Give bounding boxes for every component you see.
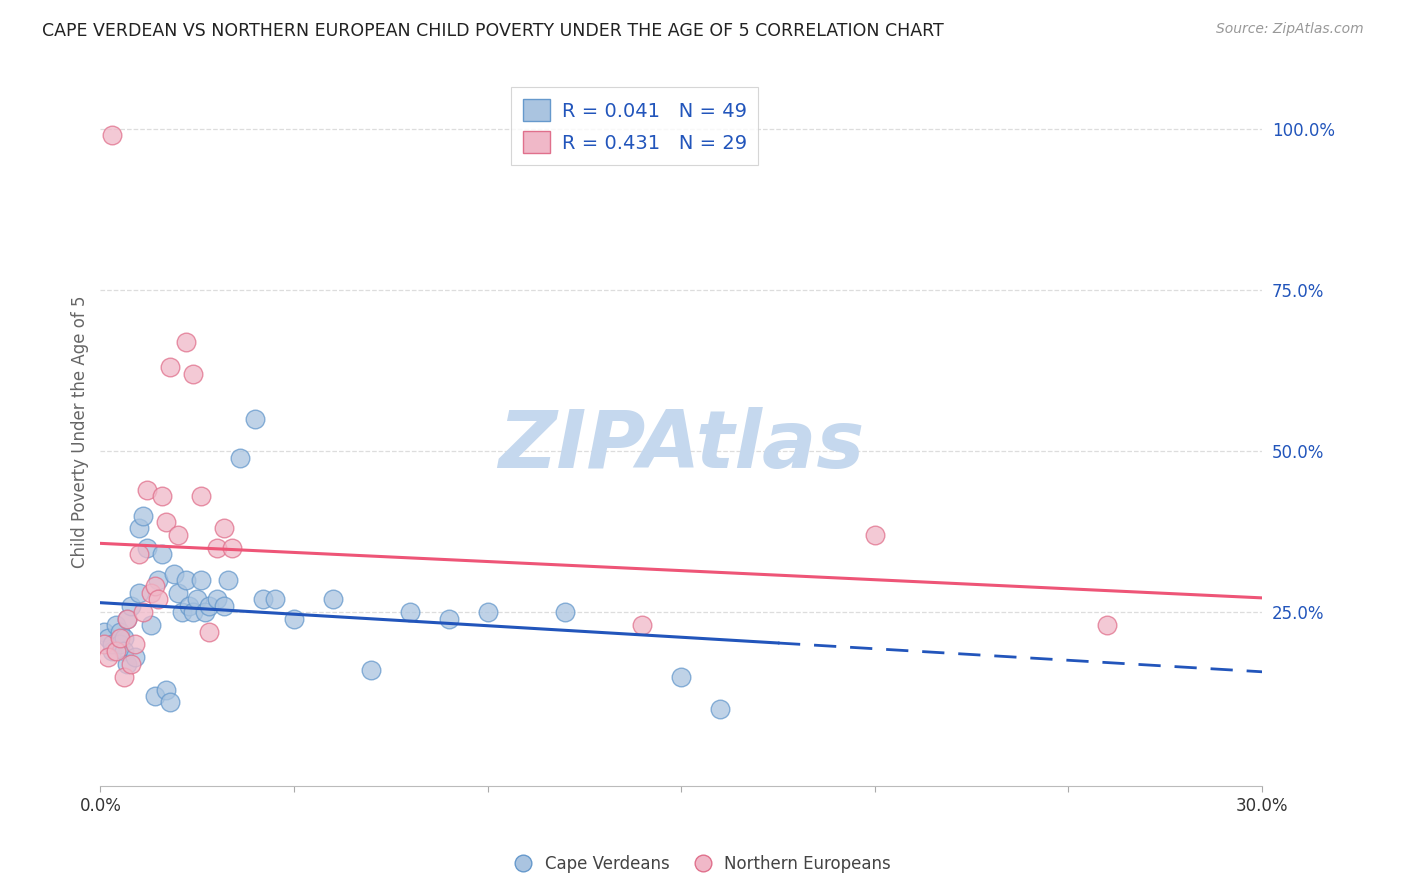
Point	[217, 573, 239, 587]
Point	[93, 637, 115, 651]
Point	[166, 528, 188, 542]
Point	[322, 592, 344, 607]
Point	[117, 612, 139, 626]
Point	[135, 541, 157, 555]
Point	[124, 650, 146, 665]
Point	[148, 592, 170, 607]
Point	[205, 541, 228, 555]
Point	[124, 637, 146, 651]
Point	[174, 334, 197, 349]
Text: ZIPAtlas: ZIPAtlas	[498, 407, 865, 485]
Point	[150, 547, 173, 561]
Point	[181, 605, 204, 619]
Point	[863, 528, 886, 542]
Point	[97, 650, 120, 665]
Point	[186, 592, 208, 607]
Point	[112, 631, 135, 645]
Point	[93, 624, 115, 639]
Point	[170, 605, 193, 619]
Y-axis label: Child Poverty Under the Age of 5: Child Poverty Under the Age of 5	[72, 295, 89, 568]
Point	[108, 624, 131, 639]
Point	[283, 612, 305, 626]
Text: Source: ZipAtlas.com: Source: ZipAtlas.com	[1216, 22, 1364, 37]
Point	[263, 592, 285, 607]
Point	[166, 586, 188, 600]
Point	[197, 599, 219, 613]
Point	[214, 599, 236, 613]
Point	[143, 689, 166, 703]
Point	[631, 618, 654, 632]
Point	[190, 573, 212, 587]
Point	[139, 618, 162, 632]
Point	[104, 644, 127, 658]
Point	[108, 631, 131, 645]
Point	[143, 579, 166, 593]
Text: CAPE VERDEAN VS NORTHERN EUROPEAN CHILD POVERTY UNDER THE AGE OF 5 CORRELATION C: CAPE VERDEAN VS NORTHERN EUROPEAN CHILD …	[42, 22, 943, 40]
Point	[159, 695, 181, 709]
Point	[112, 644, 135, 658]
Point	[181, 367, 204, 381]
Point	[190, 489, 212, 503]
Point	[150, 489, 173, 503]
Point	[117, 657, 139, 671]
Point	[101, 128, 124, 143]
Point	[101, 637, 124, 651]
Point	[1095, 618, 1118, 632]
Point	[117, 612, 139, 626]
Point	[437, 612, 460, 626]
Point	[205, 592, 228, 607]
Point	[155, 682, 177, 697]
Point	[477, 605, 499, 619]
Point	[120, 599, 142, 613]
Point	[245, 412, 267, 426]
Point	[139, 586, 162, 600]
Point	[128, 547, 150, 561]
Point	[399, 605, 422, 619]
Point	[155, 515, 177, 529]
Point	[360, 663, 382, 677]
Point	[179, 599, 201, 613]
Point	[128, 521, 150, 535]
Point	[554, 605, 576, 619]
Point	[132, 605, 155, 619]
Point	[709, 702, 731, 716]
Point	[97, 631, 120, 645]
Point	[163, 566, 186, 581]
Point	[214, 521, 236, 535]
Point	[120, 657, 142, 671]
Point	[101, 644, 124, 658]
Legend: Cape Verdeans, Northern Europeans: Cape Verdeans, Northern Europeans	[508, 848, 898, 880]
Point	[104, 618, 127, 632]
Point	[159, 360, 181, 375]
Point	[108, 637, 131, 651]
Point	[194, 605, 217, 619]
Point	[221, 541, 243, 555]
Point	[148, 573, 170, 587]
Point	[669, 670, 692, 684]
Point	[112, 670, 135, 684]
Legend: R = 0.041   N = 49, R = 0.431   N = 29: R = 0.041 N = 49, R = 0.431 N = 29	[510, 87, 758, 165]
Point	[252, 592, 274, 607]
Point	[128, 586, 150, 600]
Point	[132, 508, 155, 523]
Point	[229, 450, 252, 465]
Point	[135, 483, 157, 497]
Point	[197, 624, 219, 639]
Point	[174, 573, 197, 587]
